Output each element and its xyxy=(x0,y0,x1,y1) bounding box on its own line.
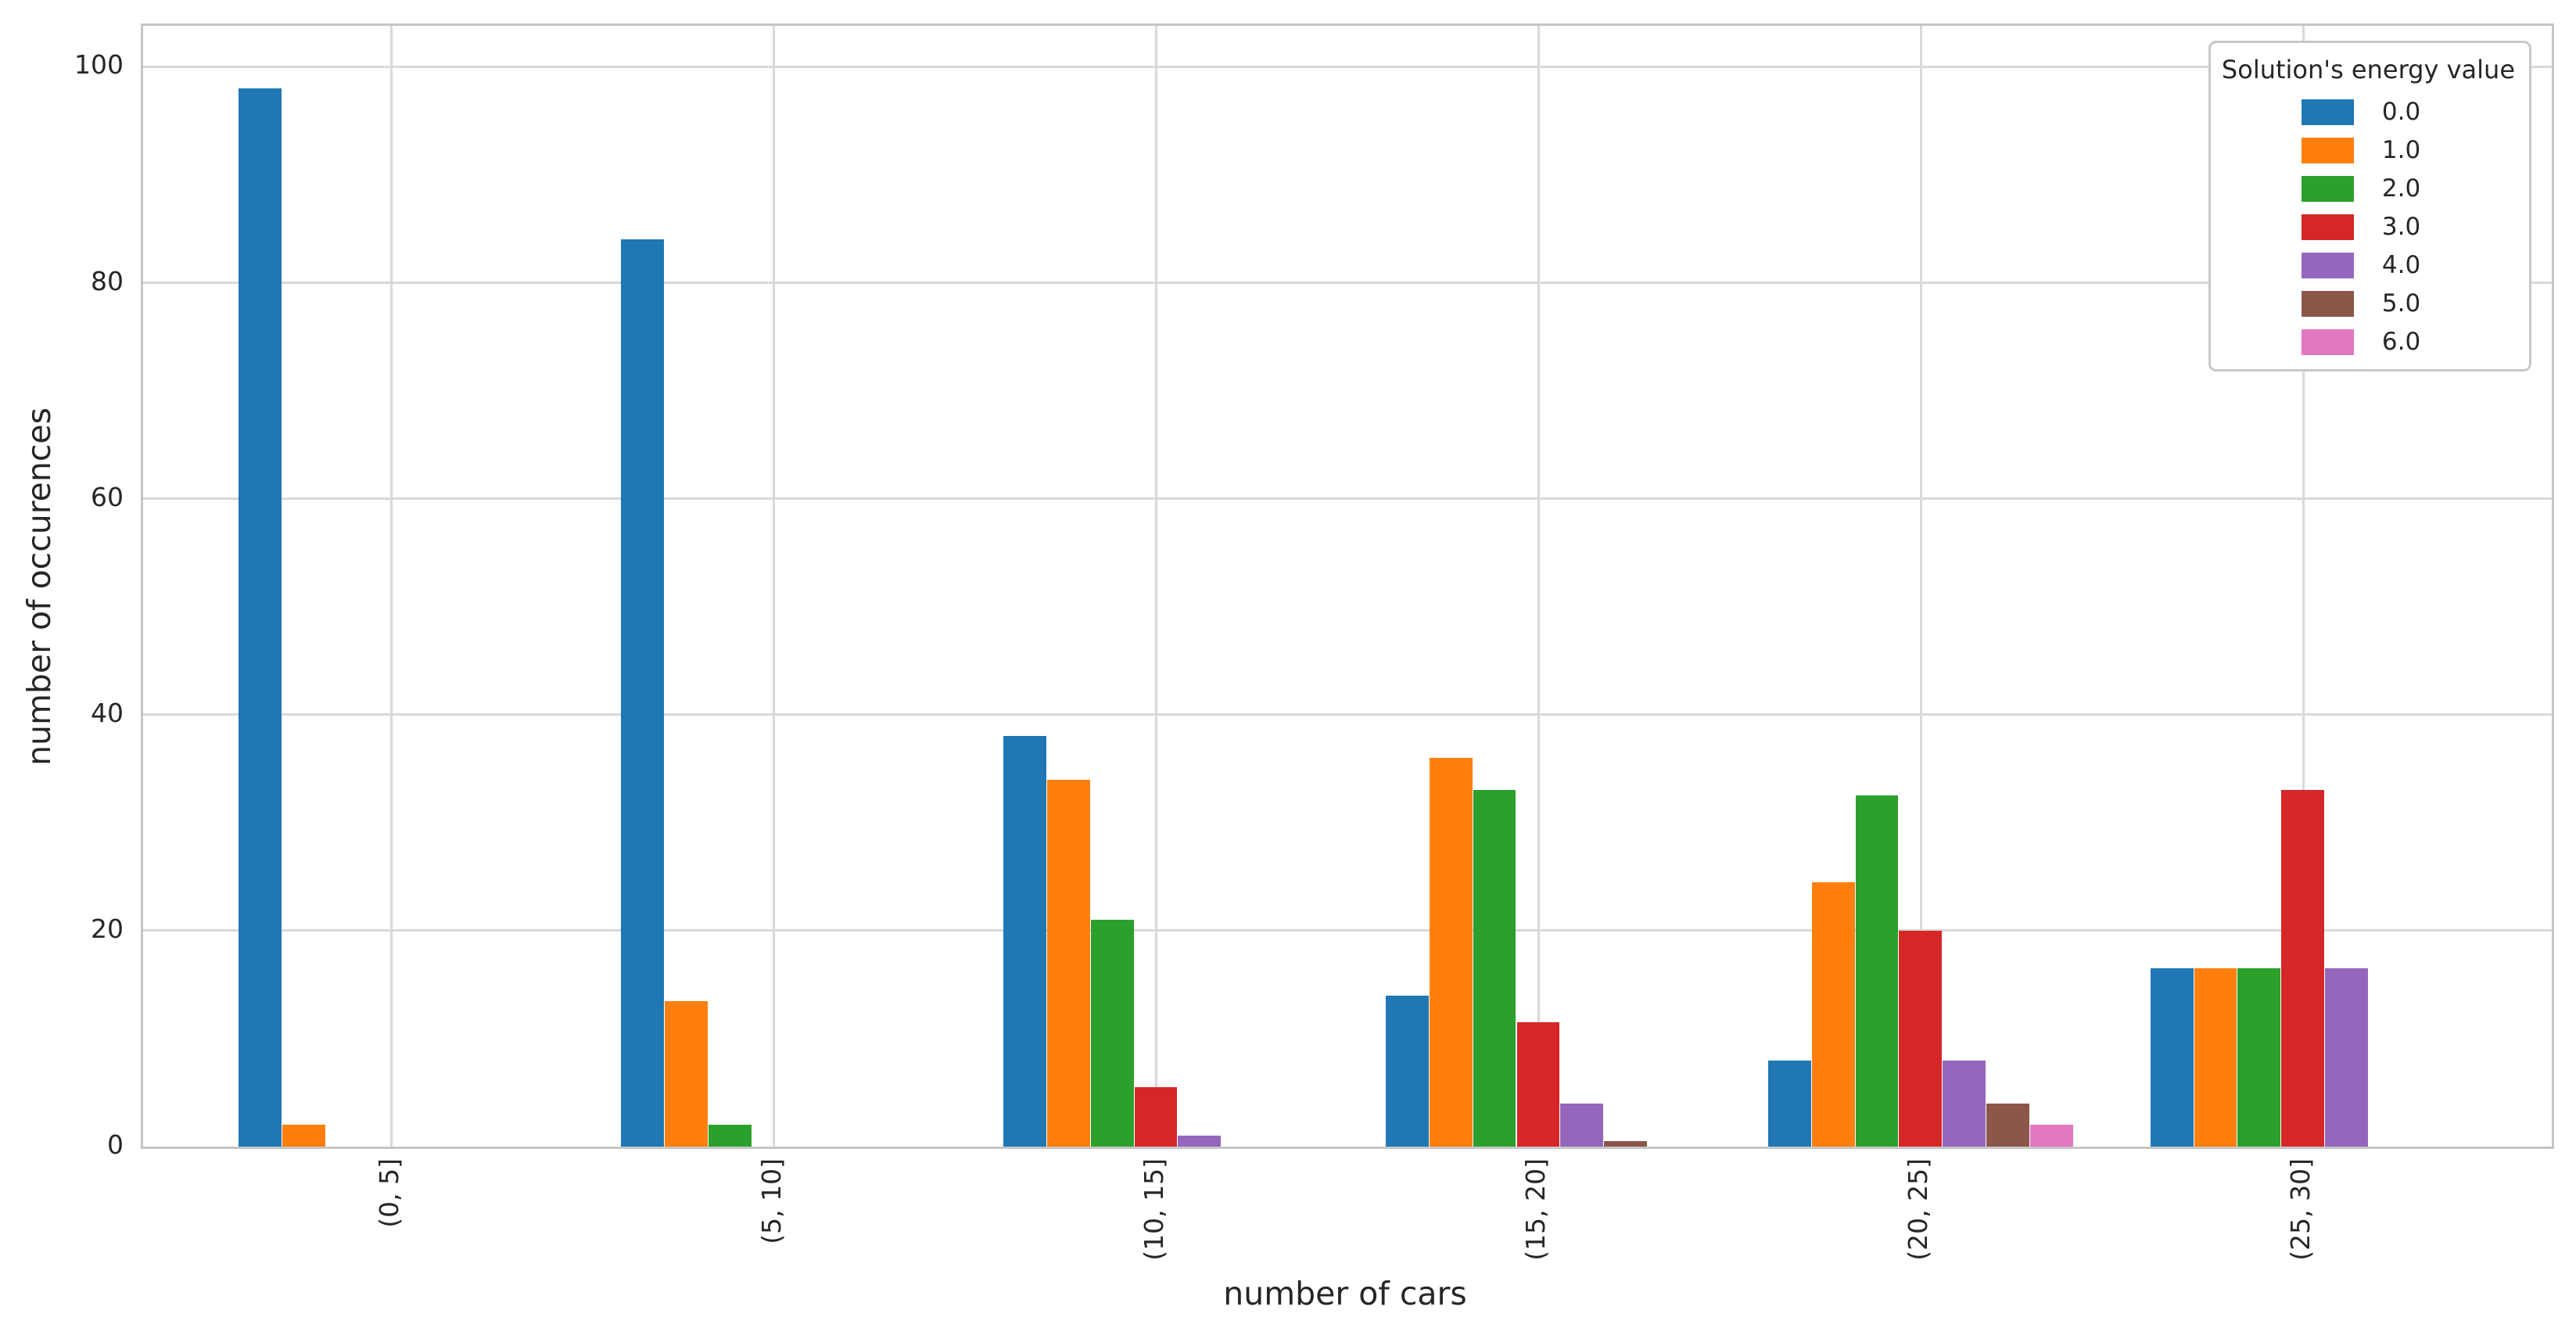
bar-3.0-(15, 20] xyxy=(1516,1022,1560,1147)
gridline-y-100 xyxy=(143,65,2552,68)
bar-1.0-(25, 30] xyxy=(2194,968,2237,1147)
legend-label: 1.0 xyxy=(2381,136,2421,164)
bar-2.0-(5, 10] xyxy=(708,1125,752,1147)
bar-3.0-(20, 25] xyxy=(1899,930,1943,1147)
legend-entry-6.0: 6.0 xyxy=(2222,329,2515,355)
gridline-y-60 xyxy=(143,497,2552,501)
gridline-x xyxy=(2302,26,2305,1147)
y-tick-label: 0 xyxy=(107,1129,124,1160)
legend-label: 3.0 xyxy=(2381,213,2421,241)
gridline-x xyxy=(1155,26,1158,1147)
legend-label: 6.0 xyxy=(2381,328,2421,356)
legend-swatch-icon xyxy=(2301,291,2354,317)
legend-label: 5.0 xyxy=(2381,289,2421,318)
bar-0.0-(25, 30] xyxy=(2150,968,2194,1147)
x-tick-label: (15, 20] xyxy=(1520,1158,1552,1261)
legend-swatch-icon xyxy=(2301,138,2354,163)
legend-entry-2.0: 2.0 xyxy=(2222,176,2515,202)
legend: Solution's energy value 0.0 1.0 2.0 3.0 4.0 5… xyxy=(2208,41,2531,372)
legend-entry-1.0: 1.0 xyxy=(2222,138,2515,163)
bar-2.0-(25, 30] xyxy=(2237,968,2281,1147)
bar-6.0-(20, 25] xyxy=(2030,1125,2073,1147)
legend-entry-0.0: 0.0 xyxy=(2222,99,2515,125)
gridline-x xyxy=(773,26,776,1147)
y-tick-label: 60 xyxy=(91,481,124,512)
y-tick-label: 40 xyxy=(91,697,124,728)
legend-label: 4.0 xyxy=(2381,251,2421,279)
bar-1.0-(20, 25] xyxy=(1811,881,1855,1147)
gridline-x xyxy=(1537,26,1540,1147)
bar-3.0-(10, 15] xyxy=(1134,1087,1178,1147)
gridline-y-80 xyxy=(143,282,2552,285)
gridline-y-40 xyxy=(143,713,2552,716)
y-tick-label: 80 xyxy=(91,265,124,296)
legend-swatch-icon xyxy=(2301,253,2354,278)
x-tick-label: (10, 15] xyxy=(1138,1158,1169,1261)
x-tick-label: (0, 5] xyxy=(373,1158,404,1228)
x-tick-label: (5, 10] xyxy=(755,1158,787,1244)
x-axis-label: number of cars xyxy=(1223,1275,1467,1312)
gridline-y-20 xyxy=(143,929,2552,932)
legend-entry-4.0: 4.0 xyxy=(2222,253,2515,278)
y-axis-label: number of occurences xyxy=(20,407,58,766)
bar-5.0-(15, 20] xyxy=(1604,1141,1648,1147)
gridline-x xyxy=(1919,26,1922,1147)
bar-0.0-(0, 5] xyxy=(239,88,282,1147)
bar-4.0-(20, 25] xyxy=(1943,1060,1986,1147)
bar-2.0-(15, 20] xyxy=(1473,790,1516,1147)
bar-1.0-(15, 20] xyxy=(1429,758,1473,1147)
bar-0.0-(20, 25] xyxy=(1767,1060,1811,1147)
bar-0.0-(5, 10] xyxy=(621,239,664,1147)
legend-label: 2.0 xyxy=(2381,174,2421,203)
bar-0.0-(10, 15] xyxy=(1003,736,1046,1147)
bar-0.0-(15, 20] xyxy=(1385,995,1429,1147)
bar-4.0-(10, 15] xyxy=(1178,1136,1222,1147)
legend-title: Solution's energy value xyxy=(2221,55,2515,84)
legend-swatch-icon xyxy=(2301,214,2354,240)
bar-2.0-(10, 15] xyxy=(1090,920,1134,1147)
legend-label: 0.0 xyxy=(2381,98,2421,126)
legend-swatch-icon xyxy=(2301,176,2354,202)
x-tick-label: (25, 30] xyxy=(2285,1158,2316,1261)
bar-3.0-(25, 30] xyxy=(2281,790,2325,1147)
plot-area xyxy=(141,23,2554,1149)
bar-5.0-(20, 25] xyxy=(1986,1103,2029,1147)
bar-1.0-(10, 15] xyxy=(1046,779,1090,1147)
legend-entries: 0.0 1.0 2.0 3.0 4.0 5.0 6.0 xyxy=(2222,99,2515,355)
legend-swatch-icon xyxy=(2301,99,2354,125)
bar-1.0-(5, 10] xyxy=(664,1000,708,1147)
bar-4.0-(15, 20] xyxy=(1560,1103,1604,1147)
y-tick-label: 100 xyxy=(74,49,124,81)
legend-swatch-icon xyxy=(2301,329,2354,355)
bar-4.0-(25, 30] xyxy=(2325,968,2369,1147)
bar-1.0-(0, 5] xyxy=(282,1125,325,1147)
legend-entry-5.0: 5.0 xyxy=(2222,291,2515,317)
bar-2.0-(20, 25] xyxy=(1855,795,1899,1147)
legend-entry-3.0: 3.0 xyxy=(2222,214,2515,240)
x-tick-label: (20, 25] xyxy=(1903,1158,1934,1261)
y-tick-label: 20 xyxy=(91,913,124,944)
gridline-x xyxy=(390,26,393,1147)
